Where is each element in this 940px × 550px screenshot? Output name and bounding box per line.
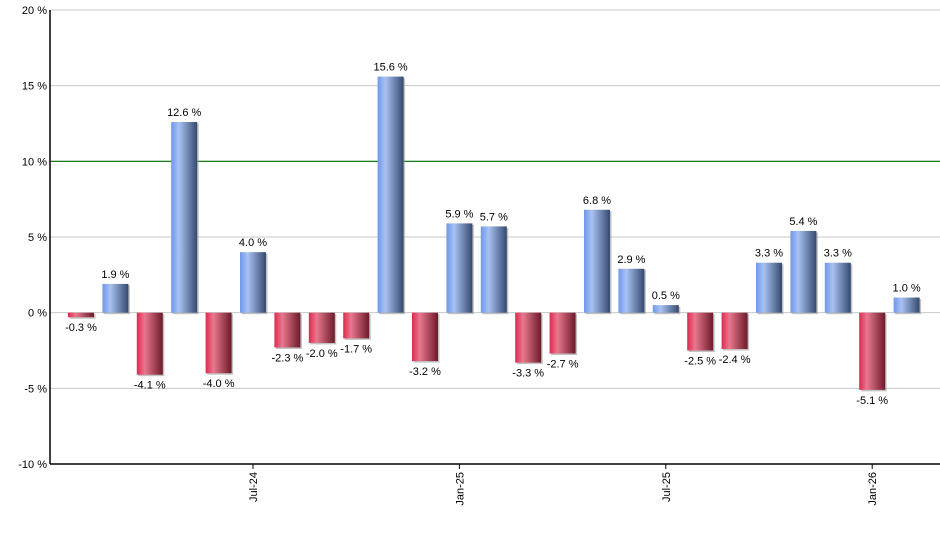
y-tick-label: 0 % <box>28 308 47 320</box>
bar-value-label: 15.6 % <box>373 62 407 74</box>
y-tick-label: 20 % <box>22 5 47 17</box>
bar-value-label: 3.3 % <box>755 248 783 260</box>
bar <box>618 268 645 313</box>
bar <box>893 297 920 313</box>
y-tick-label: 15 % <box>22 81 47 93</box>
bar <box>308 312 335 343</box>
bar-value-label: 5.4 % <box>789 216 817 228</box>
bar-value-label: 12.6 % <box>167 107 201 119</box>
bar-value-label: 6.8 % <box>583 195 611 207</box>
bar <box>343 312 370 339</box>
bar-value-label: 5.9 % <box>445 208 473 220</box>
bar-value-label: -2.0 % <box>306 348 338 360</box>
bar-value-label: 1.0 % <box>893 283 921 295</box>
bar-value-label: -2.4 % <box>719 354 751 366</box>
axes <box>49 10 940 469</box>
bar <box>859 312 886 390</box>
bar-value-label: -4.1 % <box>134 380 166 392</box>
bar-value-label: 4.0 % <box>239 237 267 249</box>
bar-value-label: -2.5 % <box>684 356 716 368</box>
bar-value-label: -2.7 % <box>547 359 579 371</box>
bar <box>687 312 714 351</box>
bar <box>68 312 94 318</box>
bar <box>274 312 301 348</box>
x-tick-label: Jul-24 <box>248 472 260 502</box>
bar <box>790 230 817 313</box>
bar-value-label: -5.1 % <box>856 395 888 407</box>
bars <box>68 76 922 392</box>
bar <box>446 223 473 313</box>
value-labels: -0.3 % 1.9 % -4.1 % 12.6 % -4.0 % 4.0 % -2.3 %… <box>65 62 921 407</box>
bar <box>652 305 679 313</box>
bar <box>412 312 438 362</box>
bar <box>205 312 232 374</box>
bar <box>240 252 266 313</box>
bar <box>549 312 576 354</box>
bar-value-label: 5.7 % <box>480 211 508 223</box>
x-tick-label: Jan-25 <box>454 472 466 506</box>
bar-value-label: 2.9 % <box>617 254 645 266</box>
bar <box>171 121 198 313</box>
bar <box>756 262 782 313</box>
bar <box>377 76 404 313</box>
y-axis-labels: -10 % -5 % 0 % 5 % 10 % 15 % 20 % <box>18 5 47 471</box>
bar-value-label: 3.3 % <box>824 248 852 260</box>
bar <box>721 312 748 349</box>
bar <box>584 209 610 313</box>
bar-value-label: -0.3 % <box>65 322 97 334</box>
y-tick-label: 10 % <box>22 156 47 168</box>
x-axis-labels: Jul-24 Jan-25 Jul-25 Jan-26 <box>248 472 879 506</box>
bar <box>515 312 542 363</box>
bar-value-label: -1.7 % <box>340 343 372 355</box>
x-tick-label: Jan-26 <box>867 472 879 506</box>
y-tick-label: -5 % <box>24 383 47 395</box>
bar-value-label: -3.3 % <box>512 368 544 380</box>
y-tick-label: -10 % <box>18 459 47 471</box>
y-tick-label: 5 % <box>28 232 47 244</box>
bar-value-label: -2.3 % <box>272 352 304 364</box>
bar-value-label: -4.0 % <box>203 378 235 390</box>
x-tick-label: Jul-25 <box>661 472 673 502</box>
bar <box>824 262 851 313</box>
bar <box>102 283 129 313</box>
bar <box>136 312 163 375</box>
bar-value-label: 0.5 % <box>652 290 680 302</box>
bar-value-label: 1.9 % <box>101 269 129 281</box>
bar-value-label: -3.2 % <box>409 366 441 378</box>
bar <box>480 226 507 313</box>
